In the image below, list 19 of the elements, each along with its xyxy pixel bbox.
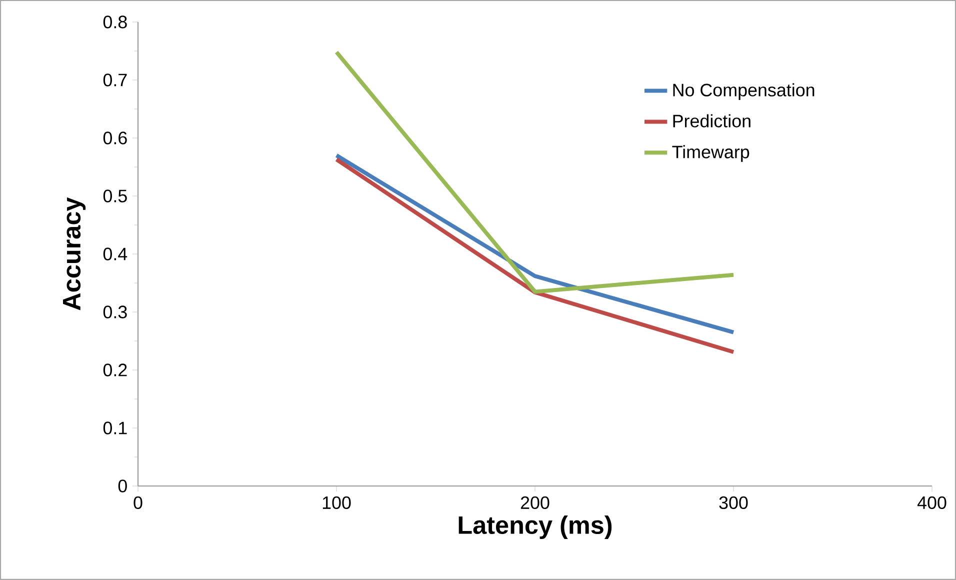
y-tick-label: 0.7	[103, 74, 127, 86]
x-tick-label: 200	[520, 496, 550, 510]
legend-label: Prediction	[673, 114, 750, 128]
y-tick-label: 0.4	[103, 248, 128, 260]
legend-label: Timewarp	[672, 145, 750, 162]
y-tick-label: 0.3	[103, 306, 127, 318]
x-tick-label: 0	[134, 496, 142, 510]
x-tick-label: 100	[322, 496, 351, 510]
y-tick-label: 0.2	[103, 364, 127, 376]
y-tick-label: 0	[118, 480, 127, 492]
y-axis-title: Accuracy	[62, 197, 86, 310]
y-tick-label: 0.8	[103, 16, 127, 28]
y-tick-label: 0.5	[103, 190, 127, 202]
y-tick-label: 0.6	[103, 132, 127, 144]
x-axis-title: Latency (ms)	[458, 516, 612, 540]
legend-label: No Compensation	[673, 83, 814, 100]
x-tick-label: 300	[719, 496, 748, 510]
y-tick-label: 0.1	[103, 422, 127, 434]
x-tick-label: 400	[917, 496, 946, 510]
